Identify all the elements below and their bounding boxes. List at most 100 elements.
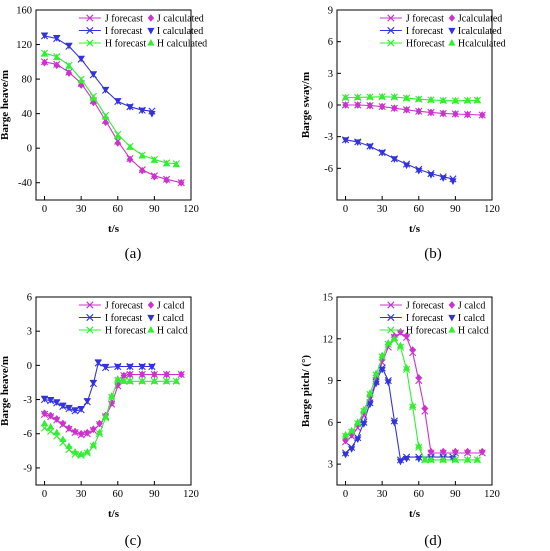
legend-marker-stroke-b xyxy=(387,301,395,309)
data-point xyxy=(40,395,49,403)
data-point xyxy=(65,62,73,69)
data-point xyxy=(390,156,398,163)
data-point xyxy=(94,359,102,366)
data-point xyxy=(108,392,116,399)
panel-label: (c) xyxy=(125,533,142,549)
legend-marker xyxy=(387,326,395,334)
legend-marker xyxy=(387,301,395,309)
legend-entry: Icalculated xyxy=(448,26,502,37)
data-point xyxy=(178,178,185,187)
legend: J forecast Jcalculated I forecast Icalculat… xyxy=(379,14,506,50)
data-point xyxy=(378,102,386,111)
series-5 xyxy=(40,50,180,168)
legend-entry: I forecast xyxy=(78,26,143,37)
data-point xyxy=(366,101,374,110)
data-point xyxy=(95,428,104,436)
data-point xyxy=(126,377,134,384)
data-point xyxy=(439,175,447,182)
y-tick-label: 3 xyxy=(328,460,333,471)
data-point xyxy=(138,151,146,159)
series-line xyxy=(44,61,182,184)
data-point xyxy=(473,455,481,463)
data-point xyxy=(101,412,110,420)
legend-marker xyxy=(147,326,155,333)
legend-entry: J forecast xyxy=(379,301,444,312)
legend-label: H forecast xyxy=(105,39,147,50)
legend-label: Hcalculated xyxy=(458,39,506,50)
data-point xyxy=(65,424,73,432)
legend-marker-stroke-b xyxy=(387,313,395,322)
x-tick-label: 0 xyxy=(42,489,47,500)
series-line xyxy=(345,104,483,116)
legend-marker xyxy=(86,313,94,322)
x-tick-label: 120 xyxy=(484,204,500,215)
data-point xyxy=(162,377,171,384)
legend-label: H forecast xyxy=(105,326,147,337)
panel-label: (a) xyxy=(125,246,142,262)
data-point xyxy=(77,429,85,438)
data-point xyxy=(439,447,447,456)
data-point xyxy=(451,455,459,463)
legend-label: Hforecast xyxy=(406,39,445,50)
y-tick-label: 12 xyxy=(323,334,334,345)
data-point xyxy=(138,377,146,384)
x-axis-title: t/s xyxy=(409,223,421,235)
legend-marker-stroke-b xyxy=(86,26,94,35)
data-point xyxy=(59,435,67,443)
data-point xyxy=(464,447,471,456)
data-point xyxy=(77,406,85,413)
legend-entry: Hforecast xyxy=(379,39,445,50)
data-point xyxy=(390,93,398,100)
y-tick-label: 80 xyxy=(22,75,33,86)
data-point xyxy=(172,377,180,384)
legend-marker-stroke-b xyxy=(387,14,395,22)
x-tick-label: 0 xyxy=(42,204,47,215)
x-tick-label: 120 xyxy=(484,489,500,500)
data-point xyxy=(83,398,91,405)
data-point xyxy=(378,149,386,157)
legend: J forecast J calcd I forecast I calcd H fore… xyxy=(379,301,489,337)
panel-label: (d) xyxy=(424,533,442,549)
x-tick-label: 60 xyxy=(113,489,124,500)
legend-marker xyxy=(86,14,94,22)
data-point xyxy=(366,143,374,151)
legend-entry: I forecast xyxy=(78,313,143,324)
data-point xyxy=(421,404,429,413)
data-point xyxy=(47,411,54,420)
legend-marker xyxy=(448,314,456,322)
data-point xyxy=(53,415,60,423)
legend-marker xyxy=(387,14,395,22)
legend-marker-stroke-b xyxy=(387,26,395,35)
series-4 xyxy=(341,336,481,464)
data-point xyxy=(178,370,185,379)
data-point xyxy=(65,404,73,412)
panel-b: (b) 0 30 60 90 120 -6 -3 0 3 6 9 t/s Barge sway/m J f… xyxy=(300,6,506,263)
series-5 xyxy=(40,375,180,457)
legend-marker xyxy=(147,301,155,309)
series-4 xyxy=(341,93,481,105)
data-point xyxy=(120,371,128,380)
legend-entry: J forecast xyxy=(78,301,143,312)
data-point xyxy=(366,93,374,100)
legend-label: H calcd xyxy=(458,326,489,337)
y-tick-label: -40 xyxy=(18,178,32,189)
x-tick-label: 120 xyxy=(183,489,199,500)
legend-marker-stroke-b xyxy=(86,39,94,47)
legend-marker xyxy=(147,314,155,322)
data-point xyxy=(172,160,180,168)
legend-label: J forecast xyxy=(406,14,444,25)
y-tick-label: 9 xyxy=(328,376,333,387)
x-tick-label: 90 xyxy=(450,489,461,500)
x-tick-label: 60 xyxy=(414,489,425,500)
y-tick-label: 160 xyxy=(16,6,32,17)
data-point xyxy=(354,101,361,109)
data-point xyxy=(479,111,486,119)
data-point xyxy=(114,139,121,147)
y-tick-label: 3 xyxy=(27,327,32,338)
legend-label: J forecast xyxy=(406,301,444,312)
series-2 xyxy=(341,364,457,464)
data-point xyxy=(138,166,146,175)
data-point xyxy=(397,328,404,336)
data-point xyxy=(53,399,61,406)
data-point xyxy=(390,419,398,427)
